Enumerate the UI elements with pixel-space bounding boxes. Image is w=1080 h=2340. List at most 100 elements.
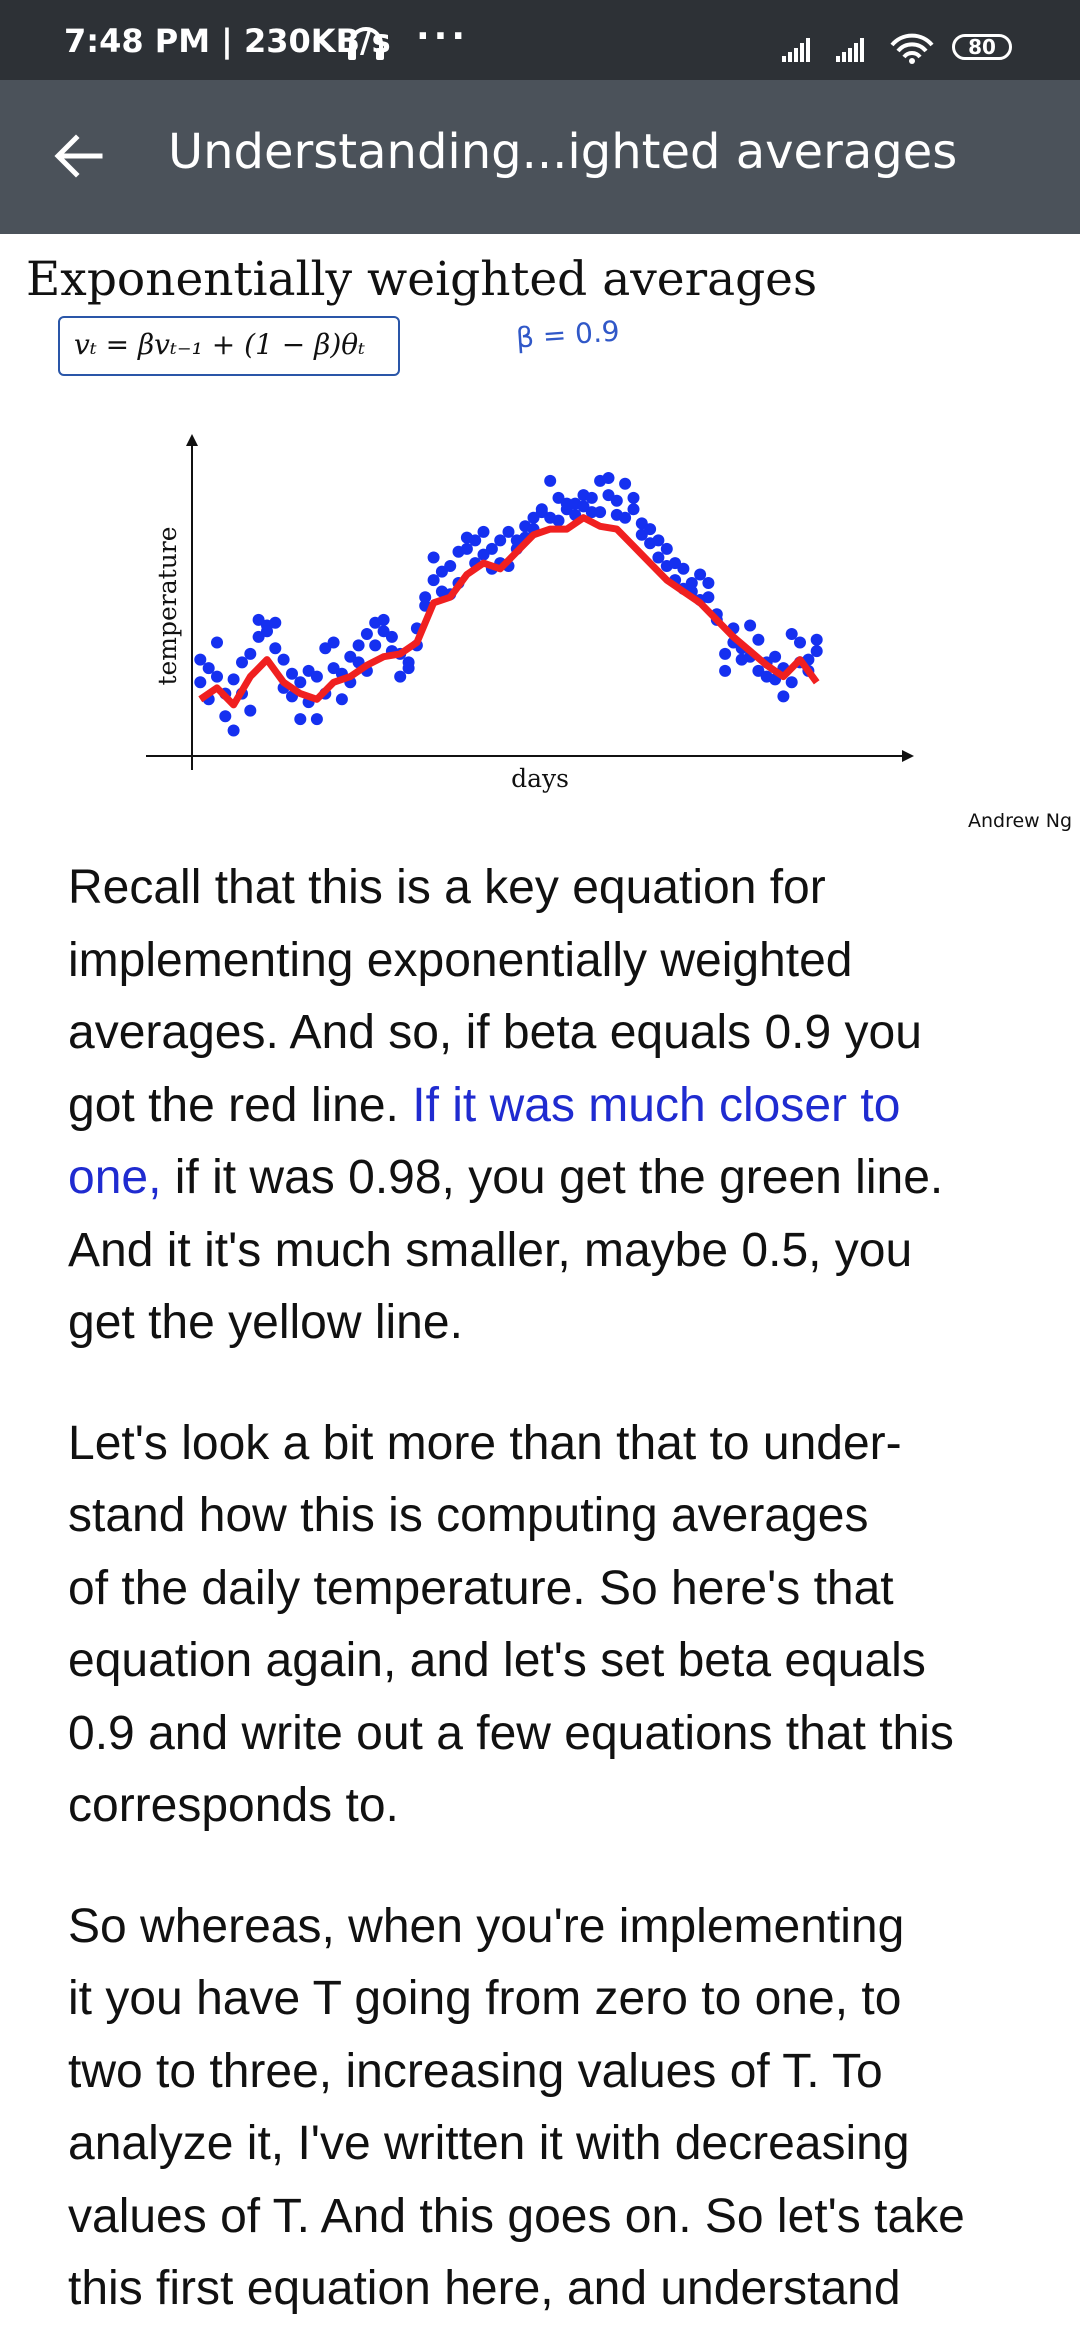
- transcript-text[interactable]: Let's look a bit more than that to under…: [68, 1416, 902, 1470]
- temperature-point: [252, 630, 265, 643]
- arrow-left-icon: [54, 134, 103, 178]
- temperature-point: [619, 477, 632, 490]
- transcript-paragraph: So whereas, when you're implementing it y…: [68, 1891, 1048, 2326]
- lecture-slide: Exponentially weighted averages vₜ = βvₜ…: [0, 234, 1080, 832]
- more-notifications-icon: ···: [416, 16, 470, 57]
- temperature-point: [644, 523, 657, 536]
- temperature-point: [785, 628, 798, 640]
- temperature-point: [560, 497, 573, 510]
- transcript-line: And it it's much smaller, maybe 0.5, you: [68, 1215, 1048, 1288]
- transcript-line: got the red line. If it was much closer …: [68, 1070, 1048, 1143]
- transcript-line: analyze it, I've written it with decreas…: [68, 2108, 1048, 2181]
- transcript-paragraph: Recall that this is a key equation for im…: [68, 852, 1048, 1360]
- signal-icon-1: [782, 38, 810, 62]
- temperature-point: [719, 647, 732, 660]
- temperature-point: [460, 542, 473, 555]
- temperature-point: [310, 670, 323, 683]
- signal-icon-2: [836, 38, 864, 62]
- temperature-point: [194, 676, 207, 689]
- transcript-line: values of T. And this goes on. So let's …: [68, 2181, 1048, 2254]
- temperature-point: [777, 690, 790, 703]
- temperature-point: [419, 591, 432, 604]
- temperature-point: [685, 577, 698, 589]
- temperature-point: [552, 514, 565, 527]
- temperature-point: [261, 625, 273, 638]
- temperature-point: [619, 511, 632, 524]
- transcript-line: two to three, increasing values of T. To: [68, 2036, 1048, 2109]
- slide-credit: Andrew Ng: [968, 810, 1073, 832]
- transcript-text[interactable]: analyze it, I've written it with decreas…: [68, 2117, 910, 2170]
- temperature-point: [294, 676, 307, 689]
- temperature-point: [785, 676, 798, 689]
- transcript-line: 0.9 and write out a few equations that t…: [68, 1698, 1048, 1771]
- temperature-point: [544, 474, 557, 487]
- transcript-text[interactable]: got the red line.: [68, 1078, 413, 1132]
- transcript-text[interactable]: equation again, and let's set beta equal…: [68, 1634, 926, 1687]
- transcript-text[interactable]: corresponds to.: [68, 1779, 399, 1832]
- temperature-point: [269, 642, 282, 655]
- temperature-point: [794, 636, 806, 649]
- transcript-line: this first equation here, and understand: [68, 2253, 1048, 2326]
- transcript-line: of the daily temperature. So here's that: [68, 1553, 1048, 1626]
- temperature-point: [377, 613, 390, 626]
- temperature-point: [627, 503, 640, 516]
- highlighted-transcript-text[interactable]: one,: [68, 1151, 162, 1204]
- transcript-text[interactable]: And it it's much smaller, maybe 0.5, you: [68, 1223, 913, 1277]
- transcript-text[interactable]: So whereas, when you're implementing: [68, 1899, 905, 1953]
- temperature-point: [477, 548, 490, 561]
- temperature-point: [394, 670, 407, 683]
- temperature-point: [236, 656, 248, 669]
- transcript-line: implementing exponentially weighted: [68, 925, 1048, 998]
- transcript-text[interactable]: stand how this is computing averages: [68, 1489, 869, 1542]
- transcript-line: one, if it was 0.98, you get the green l…: [68, 1142, 1048, 1215]
- battery-icon: 80: [952, 34, 1012, 60]
- temperature-point: [294, 713, 307, 726]
- transcript-text[interactable]: it you have T going from zero to one, to: [68, 1972, 902, 2025]
- transcript-text[interactable]: implementing exponentially weighted: [68, 933, 853, 987]
- temperature-point: [385, 630, 398, 643]
- temperature-point: [427, 574, 440, 587]
- temperature-point: [752, 633, 765, 646]
- temperature-point: [244, 647, 257, 660]
- transcript-paragraph: Let's look a bit more than that to under…: [68, 1408, 1048, 1843]
- temperature-point: [702, 577, 715, 589]
- temperature-point: [244, 704, 257, 717]
- formula-text: vₜ = βvₜ₋₁ + (1 − β)θₜ: [74, 328, 366, 361]
- temperature-point: [694, 568, 707, 581]
- temperature-point: [810, 633, 823, 646]
- transcript-text[interactable]: averages. And so, if beta equals 0.9 you: [68, 1006, 922, 1059]
- wifi-icon: [890, 33, 934, 64]
- temperature-point: [310, 713, 323, 726]
- transcript-line: Recall that this is a key equation for: [68, 852, 1048, 925]
- headset-icon: [346, 26, 386, 66]
- temperature-chart: days temperature: [146, 434, 914, 793]
- transcript-line: Let's look a bit more than that to under…: [68, 1408, 1048, 1481]
- temperature-point: [485, 542, 498, 555]
- transcript-line: averages. And so, if beta equals 0.9 you: [68, 997, 1048, 1070]
- temperature-point: [585, 491, 598, 504]
- transcript-text[interactable]: values of T. And this goes on. So let's …: [68, 2189, 965, 2243]
- temperature-point: [335, 693, 348, 706]
- transcript-text[interactable]: Recall that this is a key equation for: [68, 861, 826, 914]
- temperature-point: [502, 525, 515, 538]
- temperature-point: [360, 628, 373, 640]
- formula-box: vₜ = βvₜ₋₁ + (1 − β)θₜ: [58, 316, 400, 376]
- temperature-point: [652, 534, 665, 547]
- back-button[interactable]: [42, 120, 114, 192]
- transcript-text[interactable]: of the daily temperature. So here's that: [68, 1561, 894, 1615]
- transcript-text[interactable]: 0.9 and write out a few equations that t…: [68, 1706, 954, 1760]
- temperature-point: [402, 662, 415, 675]
- transcript-text[interactable]: two to three, increasing values of T. To: [68, 2044, 883, 2098]
- temperature-point: [369, 639, 382, 652]
- page-title: Understanding...ighted averages: [168, 124, 958, 180]
- transcript-text[interactable]: this first equation here, and understand: [68, 2262, 901, 2315]
- temperature-point: [211, 670, 223, 683]
- transcript-text[interactable]: get the yellow line.: [68, 1296, 463, 1349]
- highlighted-transcript-text[interactable]: If it was much closer to: [412, 1078, 901, 1132]
- transcript-text[interactable]: if it was 0.98, you get the green line.: [161, 1151, 944, 1204]
- temperature-point: [444, 560, 457, 572]
- temperature-point: [602, 472, 615, 484]
- status-time: 7:48 PM | 230KB/s: [64, 22, 391, 60]
- app-bar: Understanding...ighted averages: [0, 80, 1080, 234]
- transcript-line: get the yellow line.: [68, 1287, 1048, 1360]
